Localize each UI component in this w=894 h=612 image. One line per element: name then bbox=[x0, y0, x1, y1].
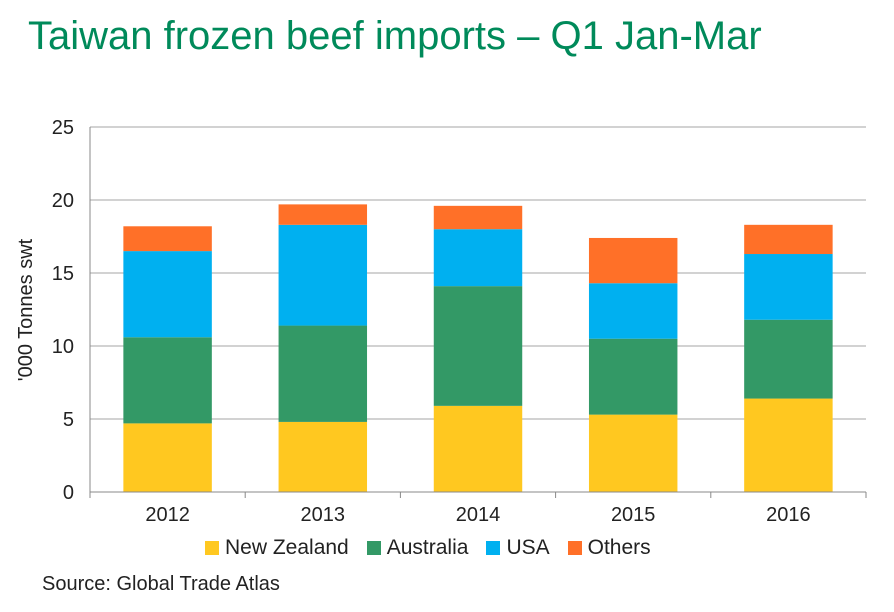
bar-segment bbox=[588, 283, 678, 339]
bar-segment bbox=[278, 325, 368, 422]
bar-segment bbox=[123, 337, 212, 424]
legend-item: USA bbox=[486, 536, 550, 560]
bar-segment bbox=[123, 226, 212, 252]
y-tick-label: 5 bbox=[63, 409, 74, 431]
chart-title: Taiwan frozen beef imports – Q1 Jan-Mar bbox=[28, 14, 762, 58]
legend-swatch bbox=[366, 541, 381, 555]
legend-item: Others bbox=[567, 536, 651, 560]
x-tick-label: 2014 bbox=[456, 504, 501, 526]
legend-label: New Zealand bbox=[225, 536, 349, 559]
bar-segment bbox=[744, 398, 833, 492]
bar-segment bbox=[588, 338, 678, 415]
y-axis-label: '000 Tonnes swt bbox=[15, 238, 37, 381]
legend-item: Australia bbox=[366, 536, 469, 560]
legend: New Zealand Australia USA Others bbox=[205, 536, 651, 560]
y-tick-label: 15 bbox=[52, 263, 74, 285]
legend-label: Australia bbox=[386, 536, 469, 559]
y-tick-labels: 0 5 10 15 20 25 bbox=[52, 117, 74, 504]
legend-item: New Zealand bbox=[205, 536, 349, 560]
bar-segment bbox=[278, 204, 368, 225]
bar-segment bbox=[744, 224, 833, 255]
bar-segment bbox=[278, 421, 368, 492]
legend-label: USA bbox=[506, 536, 550, 559]
x-tick-label: 2013 bbox=[301, 504, 346, 526]
legend-swatch bbox=[486, 541, 501, 555]
y-tick-label: 10 bbox=[52, 336, 74, 358]
bar-segment bbox=[744, 319, 833, 399]
bars bbox=[123, 204, 833, 492]
x-tick-label: 2012 bbox=[145, 504, 190, 526]
bar-segment bbox=[433, 286, 523, 406]
legend-swatch bbox=[205, 541, 219, 555]
x-tick-label: 2016 bbox=[766, 504, 811, 526]
bar-segment bbox=[588, 414, 678, 492]
x-tick-label: 2015 bbox=[611, 504, 656, 526]
legend-label: Others bbox=[587, 536, 651, 559]
y-tick-label: 20 bbox=[52, 190, 74, 212]
bar-segment bbox=[123, 251, 212, 338]
y-tick-label: 0 bbox=[63, 482, 74, 504]
x-tick-labels: 2012 2013 2014 2015 2016 bbox=[145, 504, 810, 526]
bar-segment bbox=[433, 205, 523, 230]
bar-segment bbox=[433, 405, 523, 492]
bar-segment bbox=[123, 423, 212, 492]
legend-swatch bbox=[567, 541, 582, 555]
bar-segment bbox=[278, 224, 368, 326]
bar-segment bbox=[744, 254, 833, 320]
bar-segment bbox=[588, 237, 678, 284]
y-tick-label: 25 bbox=[52, 117, 74, 139]
axes bbox=[89, 127, 867, 498]
source-note: Source: Global Trade Atlas bbox=[42, 573, 280, 595]
bar-segment bbox=[433, 229, 523, 287]
